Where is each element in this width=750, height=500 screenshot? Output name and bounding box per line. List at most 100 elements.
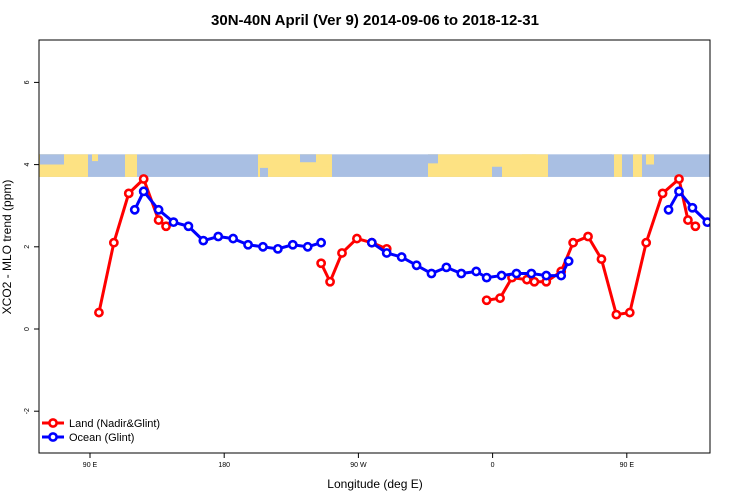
data-point	[541, 270, 552, 281]
data-point	[611, 309, 622, 320]
x-tick-label: 90 E	[83, 462, 98, 469]
x-tick-label: 180	[218, 462, 230, 469]
y-tick-label: -2	[24, 408, 31, 414]
y-axis-label: XCO2 - MLO trend (ppm)	[0, 180, 14, 315]
data-point	[641, 237, 652, 248]
map-water-patch	[492, 166, 502, 177]
data-point	[690, 221, 701, 232]
data-point	[396, 252, 407, 262]
y-tick-label: 6	[24, 80, 31, 84]
chart-title: 30N-40N April (Ver 9) 2014-09-06 to 2018…	[211, 12, 539, 29]
data-point	[161, 221, 171, 232]
data-point	[123, 188, 134, 199]
legend-marker	[48, 432, 58, 442]
map-land-patch	[646, 154, 654, 165]
data-point	[481, 295, 492, 306]
data-point	[272, 243, 283, 254]
data-point	[108, 237, 119, 248]
map-land-region	[633, 154, 642, 177]
data-point	[302, 241, 313, 252]
data-point	[529, 276, 540, 287]
data-point	[228, 233, 239, 244]
data-point	[511, 268, 522, 279]
data-point	[583, 231, 593, 242]
data-point	[563, 256, 574, 267]
data-point	[138, 174, 149, 184]
series-line	[97, 177, 168, 313]
map-water-patch	[300, 154, 316, 163]
series-land	[94, 174, 701, 320]
data-point	[471, 266, 482, 277]
data-point	[352, 233, 362, 244]
map-water-patch	[600, 154, 612, 166]
x-axis-label: Longitude (deg E)	[327, 477, 422, 491]
map-land-patch	[522, 154, 536, 162]
y-tick-label: 0	[24, 327, 31, 331]
data-point	[411, 260, 422, 271]
data-point	[168, 217, 179, 228]
data-point	[702, 217, 710, 228]
data-point	[596, 254, 607, 265]
data-point	[94, 307, 104, 318]
map-land-region	[125, 154, 137, 177]
data-point	[337, 248, 347, 258]
data-point	[719, 223, 726, 230]
data-point	[495, 293, 505, 304]
data-point	[213, 231, 224, 242]
y-axis: -2 0 2 4 6	[24, 80, 39, 414]
data-point	[556, 270, 567, 281]
data-point	[657, 188, 668, 199]
data-point	[496, 270, 507, 281]
data-point	[138, 186, 149, 197]
data-point	[287, 239, 298, 250]
data-point	[153, 215, 164, 225]
data-point	[381, 248, 392, 258]
data-point	[426, 268, 437, 279]
data-point	[153, 204, 164, 215]
x-tick-label: 90 W	[350, 462, 367, 469]
y-tick-label: 4	[24, 163, 31, 167]
data-point	[198, 235, 209, 246]
data-point	[663, 204, 674, 215]
data-point	[366, 237, 377, 248]
data-point	[674, 186, 684, 197]
data-point	[674, 174, 684, 184]
x-tick-label: 90 E	[620, 462, 635, 469]
data-point	[683, 215, 693, 225]
map-land-patch	[92, 154, 98, 162]
data-point	[734, 237, 741, 244]
data-point	[687, 202, 698, 213]
world-map-band	[39, 154, 710, 177]
legend-marker	[48, 418, 58, 428]
series-line	[486, 177, 697, 317]
data-point	[129, 204, 140, 215]
data-point	[243, 239, 253, 250]
data-point	[481, 272, 492, 283]
series-line	[667, 189, 710, 225]
data-point	[258, 241, 268, 252]
x-tick-label: 0	[491, 462, 495, 469]
data-point	[526, 268, 537, 279]
legend: Land (Nadir&Glint) Ocean (Glint)	[42, 418, 160, 444]
data-point	[568, 237, 579, 248]
map-water-patch	[260, 167, 268, 177]
map-land-region	[258, 154, 332, 177]
map-water-patch	[428, 154, 438, 164]
legend-label: Ocean (Glint)	[69, 432, 134, 444]
data-point	[441, 262, 452, 273]
data-point	[325, 276, 335, 287]
data-point	[316, 258, 327, 269]
data-point	[456, 268, 467, 279]
map-land-region	[428, 154, 548, 177]
legend-label: Land (Nadir&Glint)	[69, 418, 160, 430]
data-point	[183, 221, 194, 232]
map-land-region	[614, 154, 622, 177]
data-point	[316, 237, 327, 248]
map-land-patch	[322, 166, 332, 177]
series-ocean	[129, 186, 741, 283]
map-water-patch	[40, 154, 64, 165]
map-land-patch	[470, 154, 480, 163]
data-point	[624, 307, 635, 318]
